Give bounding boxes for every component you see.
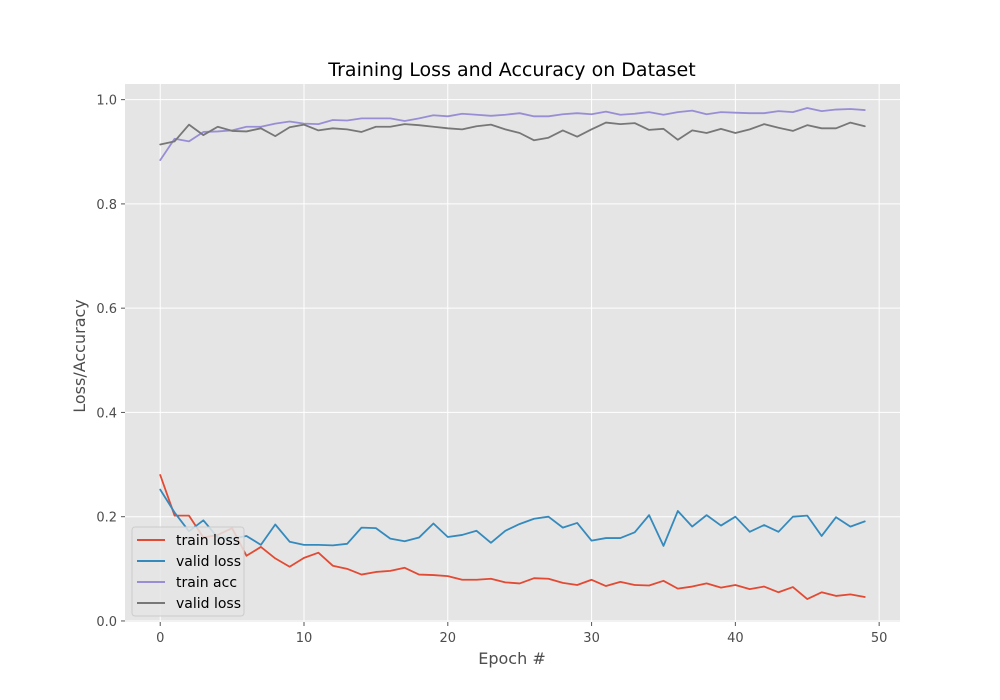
y-tick-label: 0.0 [96, 615, 117, 630]
series-line-train-acc-2 [159, 107, 866, 162]
x-tick-label: 20 [440, 631, 457, 646]
legend-box [131, 526, 245, 617]
chart-title: Training Loss and Accuracy on Dataset [327, 59, 695, 81]
y-tick-label: 0.6 [96, 302, 117, 317]
y-tick-label: 0.4 [96, 406, 117, 421]
series-line-valid-loss-3 [159, 121, 866, 146]
x-tick-label: 50 [871, 631, 888, 646]
legend-items: train loss valid loss train acc valid loss [137, 533, 241, 612]
series-line-train-loss-0 [159, 474, 866, 600]
x-tick-label: 10 [296, 631, 313, 646]
axis-ticks: 0 10 20 30 40 50 0.0 0.2 0.4 0.6 0.8 1.0 [96, 94, 887, 646]
y-axis-label: Loss/Accuracy [70, 299, 89, 413]
y-tick-label: 0.8 [96, 198, 117, 213]
plot-area [125, 84, 900, 622]
legend-label: valid loss [176, 596, 241, 612]
x-tick-label: 0 [156, 631, 164, 646]
x-axis-label: Epoch # [478, 649, 545, 668]
x-tick-label: 30 [583, 631, 600, 646]
legend: train loss valid loss train acc valid loss [131, 526, 245, 617]
series-lines [159, 107, 866, 600]
legend-label: train loss [176, 533, 240, 549]
y-tick-label: 0.2 [96, 511, 117, 526]
y-tick-label: 1.0 [96, 94, 117, 109]
x-tick-label: 40 [727, 631, 744, 646]
legend-label: valid loss [176, 554, 241, 570]
grid-lines [125, 84, 900, 622]
series-line-valid-loss-1 [159, 488, 866, 547]
legend-label: train acc [176, 575, 237, 591]
